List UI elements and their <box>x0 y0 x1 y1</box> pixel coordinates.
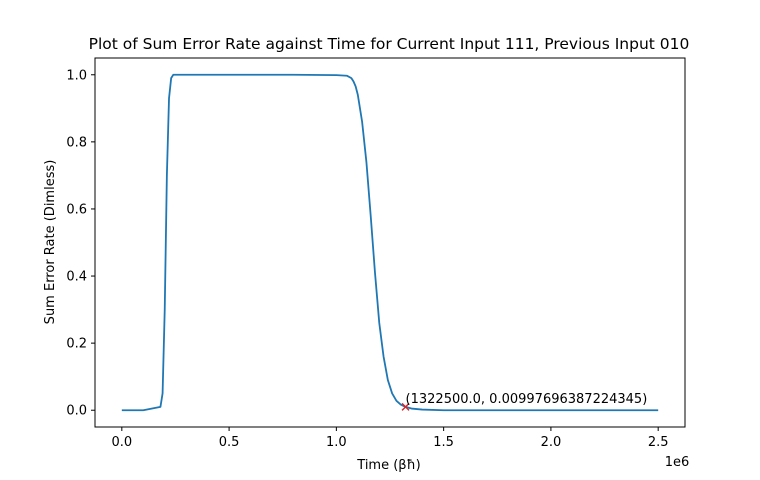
plot-frame <box>94 57 686 428</box>
y-tick-label: 1.0 <box>66 68 87 83</box>
y-tick-label: 0.2 <box>66 337 87 352</box>
y-axis-label: Sum Error Rate (Dimless) <box>43 160 58 325</box>
y-tick-label: 0.0 <box>66 404 87 419</box>
x-tick-label: 1.5 <box>433 435 454 450</box>
x-tick-label: 2.5 <box>648 435 669 450</box>
x-offset-label: 1e6 <box>665 455 690 470</box>
x-tick-label: 0.5 <box>219 435 240 450</box>
x-tick-label: 1.0 <box>326 435 347 450</box>
marker-annotation: (1322500.0, 0.00997696387224345) <box>406 392 648 407</box>
y-tick-label: 0.4 <box>66 270 87 285</box>
x-axis-label: Time (βħ) <box>356 458 420 473</box>
chart-title: Plot of Sum Error Rate against Time for … <box>89 35 690 53</box>
marker-x <box>401 402 410 411</box>
x-tick-label: 0.0 <box>111 435 132 450</box>
y-tick-label: 0.6 <box>66 202 87 217</box>
y-tick-label: 0.8 <box>66 135 87 150</box>
y-axis: 0.0 0.2 0.4 0.6 0.8 1.0 <box>66 68 95 419</box>
series-line <box>121 73 659 412</box>
marker-group: (1322500.0, 0.00997696387224345) <box>401 392 648 411</box>
x-tick-label: 2.0 <box>541 435 562 450</box>
x-axis: 0.0 0.5 1.0 1.5 2.0 2.5 <box>111 427 669 450</box>
series-group <box>121 73 659 412</box>
